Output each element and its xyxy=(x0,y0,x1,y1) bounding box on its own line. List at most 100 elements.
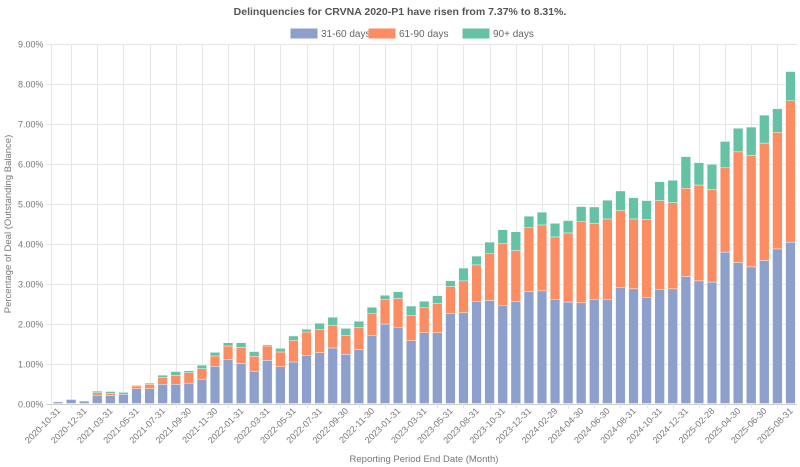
bar-31-60-days-2020-10-31 xyxy=(53,401,64,404)
bar-90-days-2023-12-31 xyxy=(523,215,534,228)
bar-90-days-2021-11-30 xyxy=(209,352,221,357)
bar-61-90-days-2022-06-30 xyxy=(301,331,312,356)
bar-90-days-2022-04-30 xyxy=(275,348,286,353)
bar-90-days-2023-08-31 xyxy=(471,255,482,266)
bar-31-60-days-2022-07-31 xyxy=(314,352,325,404)
bar-61-90-days-2023-07-31 xyxy=(458,280,469,314)
bar-31-60-days-2025-02-28 xyxy=(706,281,718,404)
y-tick-label: 3.00% xyxy=(18,280,44,290)
bar-61-90-days-2025-01-31 xyxy=(693,184,704,282)
bar-90-days-2024-12-31 xyxy=(680,156,691,189)
bar-31-60-days-2024-04-30 xyxy=(576,302,587,404)
legend-label-1: 31-60 days xyxy=(321,29,370,40)
bar-61-90-days-2025-05-31 xyxy=(746,155,757,268)
bar-31-60-days-2025-08-31 xyxy=(785,241,796,404)
bar-90-days-2024-07-31 xyxy=(615,190,626,211)
bar-31-60-days-2023-03-31 xyxy=(419,332,430,404)
bar-61-90-days-2022-09-30 xyxy=(340,334,351,355)
bar-90-days-2022-11-30 xyxy=(366,307,377,314)
bar-61-90-days-2024-06-30 xyxy=(602,218,613,300)
bar-31-60-days-2021-02-28 xyxy=(92,394,103,404)
bar-31-60-days-2022-11-30 xyxy=(366,334,377,404)
bar-90-days-2024-04-30 xyxy=(576,206,587,222)
bar-90-days-2021-09-30 xyxy=(183,370,194,373)
bar-61-90-days-2024-12-31 xyxy=(680,187,691,277)
bar-31-60-days-2025-05-31 xyxy=(746,266,757,404)
bar-61-90-days-2022-08-31 xyxy=(327,325,338,349)
bar-90-days-2022-09-30 xyxy=(340,328,351,336)
bar-90-days-2024-03-31 xyxy=(563,220,574,234)
y-tick-label: 7.00% xyxy=(18,120,44,130)
bar-90-days-2025-04-30 xyxy=(733,128,744,153)
bar-90-days-2023-02-28 xyxy=(406,305,417,316)
bar-61-90-days-2021-11-30 xyxy=(209,355,221,367)
y-tick-label: 1.00% xyxy=(18,360,44,370)
bar-31-60-days-2023-08-31 xyxy=(471,301,482,404)
bar-61-90-days-2023-12-31 xyxy=(523,227,534,292)
bar-61-90-days-2025-03-31 xyxy=(720,167,731,253)
bar-90-days-2022-03-31 xyxy=(262,344,273,347)
bar-90-days-2021-10-31 xyxy=(196,364,207,369)
bar-31-60-days-2023-11-30 xyxy=(510,301,521,404)
bar-90-days-2021-02-28 xyxy=(92,390,103,393)
bar-90-days-2022-05-31 xyxy=(288,335,299,341)
bar-31-60-days-2023-10-31 xyxy=(497,305,508,404)
bar-31-60-days-2021-05-31 xyxy=(131,388,142,404)
bar-31-60-days-2024-09-30 xyxy=(641,297,652,404)
y-tick-label: 9.00% xyxy=(18,40,44,50)
bar-31-60-days-2022-08-31 xyxy=(327,347,338,404)
bar-31-60-days-2021-09-30 xyxy=(183,382,194,404)
bar-90-days-2023-05-31 xyxy=(445,280,456,287)
bar-61-90-days-2022-05-31 xyxy=(288,340,299,363)
bar-31-60-days-2024-05-31 xyxy=(589,299,600,404)
bar-90-days-2022-08-31 xyxy=(327,317,338,326)
bar-31-60-days-2022-12-31 xyxy=(379,323,391,404)
bar-31-60-days-2020-12-31 xyxy=(79,400,90,404)
bar-61-90-days-2025-08-31 xyxy=(785,100,796,243)
bar-90-days-2025-07-31 xyxy=(772,108,783,133)
y-tick-label: 2.00% xyxy=(18,320,44,330)
bar-31-60-days-2021-12-31 xyxy=(223,359,234,404)
bar-31-60-days-2025-06-30 xyxy=(759,260,770,404)
bar-61-90-days-2021-02-28 xyxy=(92,392,103,396)
bar-90-days-2024-02-29 xyxy=(550,223,561,238)
bar-31-60-days-2024-02-29 xyxy=(550,299,561,404)
bar-90-days-2021-03-31 xyxy=(105,391,116,394)
bar-90-days-2021-08-31 xyxy=(170,371,181,376)
bar-90-days-2021-04-30 xyxy=(118,391,129,393)
bar-61-90-days-2025-07-31 xyxy=(772,132,783,250)
bar-61-90-days-2023-10-31 xyxy=(497,243,508,306)
bar-90-days-2023-01-31 xyxy=(393,291,404,299)
bar-90-days-2021-06-30 xyxy=(144,382,155,385)
y-tick-label: 0.00% xyxy=(18,400,44,410)
bar-61-90-days-2021-05-31 xyxy=(131,385,142,389)
bar-31-60-days-2023-05-31 xyxy=(445,313,456,404)
bar-61-90-days-2024-04-30 xyxy=(576,221,587,304)
bar-31-60-days-2022-06-30 xyxy=(301,355,312,404)
y-axis: 0.00% 1.00% 2.00% 3.00% 4.00% 5.00% 6.00% 7.00%… xyxy=(18,40,44,410)
bar-90-days-2025-01-31 xyxy=(693,162,704,186)
bar-61-90-days-2021-09-30 xyxy=(183,372,194,384)
bar-90-days-2024-10-31 xyxy=(654,181,665,201)
bar-31-60-days-2020-11-30 xyxy=(66,399,77,404)
bar-31-60-days-2023-04-30 xyxy=(432,332,443,404)
bar-31-60-days-2022-04-30 xyxy=(275,366,286,404)
bar-90-days-2022-01-31 xyxy=(236,342,247,348)
bar-31-60-days-2023-12-31 xyxy=(523,291,534,404)
bar-61-90-days-2022-02-28 xyxy=(249,356,260,372)
bars xyxy=(53,71,796,404)
bar-31-60-days-2024-11-30 xyxy=(667,288,678,404)
bar-61-90-days-2022-11-30 xyxy=(366,313,377,336)
bar-61-90-days-2023-04-30 xyxy=(432,303,443,333)
bar-31-60-days-2022-03-31 xyxy=(262,360,273,404)
bar-61-90-days-2022-01-31 xyxy=(236,347,247,364)
bar-31-60-days-2021-10-31 xyxy=(196,378,207,404)
legend-swatch-3 xyxy=(462,28,490,39)
bar-61-90-days-2021-06-30 xyxy=(144,384,155,389)
x-axis: 2020-10-312020-12-312021-03-312021-05-31… xyxy=(23,406,795,446)
bar-61-90-days-2024-02-29 xyxy=(550,236,561,300)
bar-31-60-days-2025-04-30 xyxy=(733,262,744,404)
bar-31-60-days-2021-04-30 xyxy=(118,394,129,404)
y-tick-label: 6.00% xyxy=(18,160,44,170)
bar-61-90-days-2025-04-30 xyxy=(733,151,744,263)
